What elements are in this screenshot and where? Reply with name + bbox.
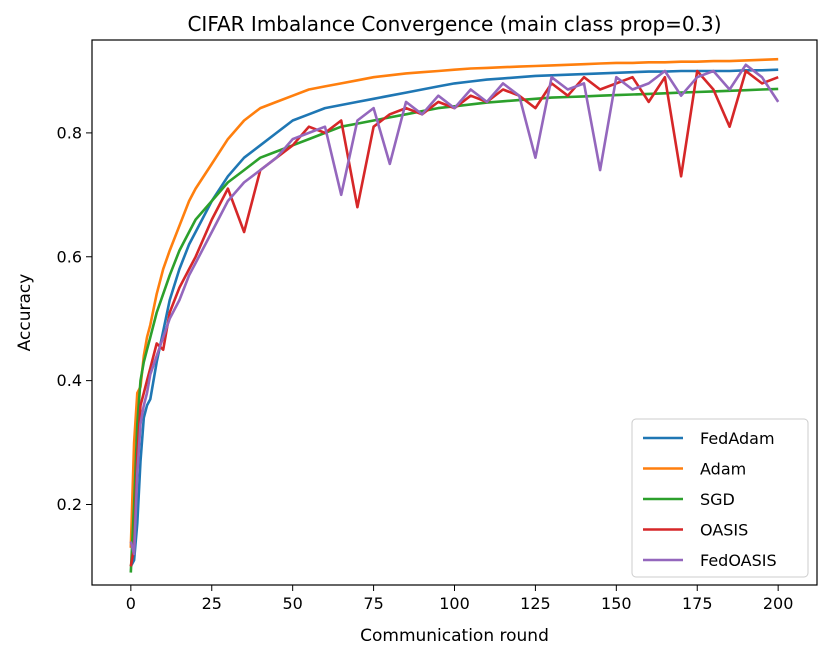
y-axis-ticks: 0.2 0.4 0.6 0.8 <box>57 123 92 514</box>
y-tick-label-0: 0.2 <box>57 495 82 514</box>
legend-label-2: SGD <box>700 490 735 509</box>
series-line-2 <box>129 87 779 573</box>
legend-label-4: FedOASIS <box>700 551 777 570</box>
legend-label-0: FedAdam <box>700 429 775 448</box>
x-tick-label-1: 25 <box>202 594 222 613</box>
legend-label-1: Adam <box>700 460 746 479</box>
legend-label-3: OASIS <box>700 521 748 540</box>
y-tick-label-1: 0.4 <box>57 371 82 390</box>
x-tick-label-2: 50 <box>282 594 302 613</box>
x-tick-label-7: 175 <box>682 594 713 613</box>
series-line-4 <box>129 63 780 556</box>
y-tick-label-2: 0.6 <box>57 247 82 266</box>
series-line-3 <box>129 69 779 567</box>
chart-title: CIFAR Imbalance Convergence (main class … <box>187 12 721 36</box>
legend: FedAdam Adam SGD OASIS FedOASIS <box>631 418 809 578</box>
x-tick-label-8: 200 <box>763 594 794 613</box>
series-layer <box>129 57 780 573</box>
x-axis-ticks: 0 25 50 75 100 125 150 175 200 <box>126 585 794 613</box>
x-tick-label-3: 75 <box>363 594 383 613</box>
y-tick-label-3: 0.8 <box>57 123 82 142</box>
y-axis-label: Accuracy <box>15 274 35 352</box>
series-line-0 <box>129 68 779 568</box>
x-tick-label-6: 150 <box>601 594 632 613</box>
x-tick-label-5: 125 <box>520 594 551 613</box>
x-axis-label: Communication round <box>360 626 549 646</box>
legend-box <box>631 418 809 578</box>
x-tick-label-4: 100 <box>439 594 470 613</box>
x-tick-label-0: 0 <box>126 594 136 613</box>
series-line-1 <box>129 57 779 548</box>
